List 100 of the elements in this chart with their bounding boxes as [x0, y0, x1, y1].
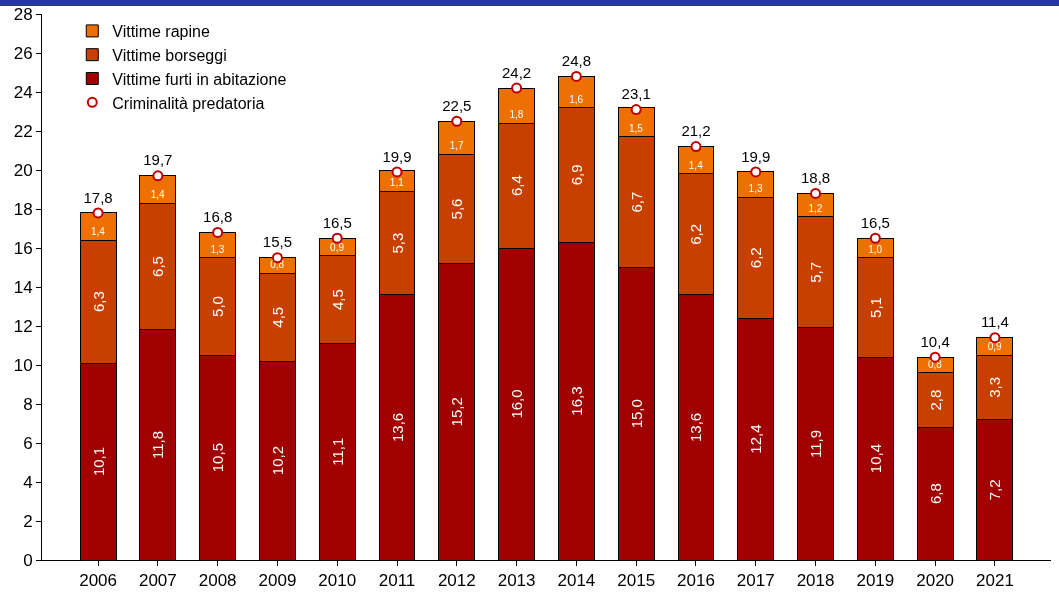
y-tick-label: 20: [13, 160, 33, 180]
data-label: 1,5: [629, 122, 644, 134]
y-tick-label: 22: [13, 121, 33, 141]
data-label: 1,3: [210, 243, 225, 255]
point: [750, 166, 762, 178]
x-tick-label: 2019: [856, 571, 895, 591]
data-label: 6,8: [926, 483, 944, 505]
data-label: 1,4: [90, 226, 106, 238]
point: [690, 141, 702, 153]
data-label: 10,4: [866, 444, 884, 474]
data-label: 18,8: [800, 169, 831, 187]
data-label: 1,4: [688, 159, 704, 171]
data-label: 10,2: [268, 445, 286, 476]
y-tick-label: 16: [13, 238, 33, 258]
data-label: 16,0: [508, 389, 526, 419]
data-label: 5,3: [388, 232, 406, 254]
data-label: 6,4: [508, 175, 526, 197]
x-tick-label: 2009: [258, 571, 297, 591]
x-tick-label: 2015: [617, 571, 656, 591]
data-label: 19,9: [382, 147, 412, 165]
y-tick-label: 4: [23, 472, 33, 492]
data-label: 13,6: [687, 412, 705, 442]
x-tick-label: 2018: [796, 571, 835, 591]
y-tick-label: 12: [13, 316, 33, 336]
data-label: 22,5: [442, 96, 472, 114]
data-label: 10,4: [920, 332, 950, 350]
data-label: 1,0: [868, 243, 883, 255]
x-tick-label: 2012: [437, 571, 476, 591]
x-tick-label: 2013: [497, 571, 536, 591]
data-label: 19,9: [741, 147, 771, 165]
legend-label: Criminalità predatoria: [112, 94, 265, 112]
data-label: 6,5: [149, 256, 167, 277]
data-label: 5,0: [209, 296, 227, 317]
point: [869, 232, 881, 244]
data-label: 23,1: [621, 85, 651, 103]
point: [152, 170, 164, 182]
data-label: 6,9: [567, 164, 585, 186]
data-label: 15,0: [627, 399, 645, 429]
data-label: 17,8: [83, 188, 113, 206]
point: [511, 82, 523, 94]
x-tick-label: 2011: [378, 571, 416, 591]
data-label: 6,2: [747, 247, 765, 269]
data-label: 15,2: [448, 397, 466, 427]
y-tick-label: 14: [13, 277, 33, 297]
data-label: 11,1: [328, 437, 346, 466]
data-label: 11,4: [980, 313, 1009, 331]
data-label: 4,5: [268, 306, 286, 328]
point: [451, 115, 463, 127]
y-tick-label: 18: [13, 199, 33, 219]
data-label: 21,2: [681, 122, 711, 140]
legend-label: Vittime rapine: [112, 23, 210, 41]
data-label: 1,8: [509, 109, 524, 121]
y-tick-label: 0: [23, 550, 33, 570]
data-label: 16,5: [860, 213, 890, 231]
x-tick-label: 2021: [976, 571, 1014, 591]
point: [570, 70, 582, 82]
data-label: 4,5: [328, 289, 346, 311]
y-tick-label: 26: [13, 43, 33, 63]
data-label: 1,1: [389, 177, 405, 189]
data-label: 16,8: [203, 208, 233, 226]
data-label: 24,8: [561, 52, 591, 70]
y-tick-label: 24: [13, 82, 33, 102]
data-label: 1,3: [748, 183, 763, 195]
y-tick-label: 8: [23, 394, 33, 414]
y-tick-label: 2: [23, 511, 33, 531]
data-label: 1,4: [150, 189, 166, 201]
x-tick-label: 2010: [318, 571, 357, 591]
data-label: 1,2: [808, 202, 823, 214]
point: [810, 187, 822, 199]
data-label: 15,5: [262, 233, 293, 251]
data-label: 24,2: [502, 63, 532, 81]
data-label: 16,3: [567, 386, 585, 416]
x-tick-label: 2014: [557, 571, 596, 591]
point: [630, 104, 642, 116]
y-tick-label: 10: [13, 355, 33, 375]
y-tick-label: 6: [23, 433, 33, 453]
data-label: 0,9: [987, 341, 1003, 353]
x-tick-label: 2008: [198, 571, 237, 591]
data-label: 11,8: [149, 430, 167, 459]
data-label: 5,1: [866, 297, 884, 318]
x-tick-label: 2016: [677, 571, 715, 591]
data-label: 16,5: [322, 213, 352, 231]
data-label: 0,9: [330, 241, 345, 253]
x-tick-label: 2007: [138, 571, 177, 591]
y-tick-label: 28: [13, 4, 33, 24]
point: [92, 207, 104, 219]
point: [331, 232, 343, 244]
data-label: 0,8: [927, 358, 943, 370]
data-label: 5,7: [807, 261, 825, 283]
legend-label: Vittime furti in abitazione: [112, 70, 287, 88]
point: [212, 226, 224, 238]
data-label: 1,6: [569, 93, 584, 105]
data-label: 6,7: [627, 191, 645, 213]
data-label: 12,4: [747, 424, 765, 454]
data-label: 5,6: [448, 198, 466, 220]
point: [391, 166, 403, 178]
x-tick-label: 2020: [916, 571, 955, 591]
data-label: 6,2: [687, 223, 705, 245]
legend-label: Vittime borseggi: [112, 46, 227, 64]
data-label: 13,6: [388, 412, 406, 442]
